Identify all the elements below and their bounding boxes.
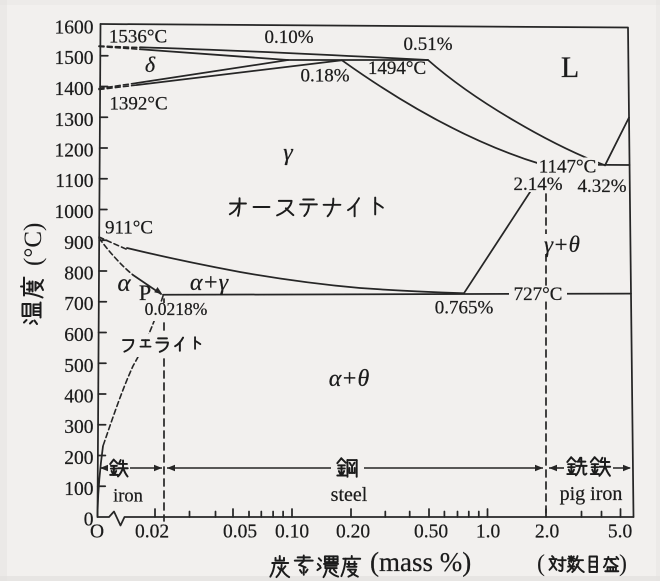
svg-text:400: 400 xyxy=(64,387,93,408)
svg-text:727°C: 727°C xyxy=(514,284,563,305)
svg-text:800: 800 xyxy=(64,264,93,285)
svg-text:1500: 1500 xyxy=(55,48,94,69)
svg-text:0.51%: 0.51% xyxy=(403,34,452,55)
svg-text:0: 0 xyxy=(84,510,94,531)
svg-text:0.05: 0.05 xyxy=(223,522,257,543)
svg-text:0.0218%: 0.0218% xyxy=(145,299,208,319)
svg-text:0.10%: 0.10% xyxy=(264,27,313,48)
svg-text:100: 100 xyxy=(64,479,93,500)
svg-text:γ: γ xyxy=(283,140,293,166)
svg-text:α+θ: α+θ xyxy=(329,366,370,392)
svg-text:0.10: 0.10 xyxy=(275,522,309,543)
svg-text:300: 300 xyxy=(64,417,93,438)
svg-text:1400: 1400 xyxy=(55,79,94,100)
svg-text:1392°C: 1392°C xyxy=(109,94,167,115)
svg-text:α+γ: α+γ xyxy=(190,270,229,296)
svg-text:0.50: 0.50 xyxy=(414,522,448,543)
svg-text:steel: steel xyxy=(331,484,368,506)
svg-text:1494°C: 1494°C xyxy=(368,58,426,79)
svg-text:P: P xyxy=(139,280,151,305)
svg-text:2.14%: 2.14% xyxy=(513,174,562,195)
svg-text:0.765%: 0.765% xyxy=(435,298,494,319)
svg-text:(mass %): (mass %) xyxy=(370,547,471,577)
svg-text:1300: 1300 xyxy=(55,110,94,131)
svg-text:(°C): (°C) xyxy=(20,223,47,266)
svg-text:0.18%: 0.18% xyxy=(300,66,349,87)
svg-text:900: 900 xyxy=(64,233,93,254)
svg-text:2.0: 2.0 xyxy=(535,522,559,543)
svg-text:γ+θ: γ+θ xyxy=(544,232,580,257)
svg-text:1536°C: 1536°C xyxy=(109,27,167,48)
svg-text:(: ( xyxy=(537,551,545,577)
svg-text:700: 700 xyxy=(64,294,93,315)
svg-text:1100: 1100 xyxy=(55,171,93,192)
svg-text:0.02: 0.02 xyxy=(135,522,169,543)
svg-text:1.0: 1.0 xyxy=(476,522,500,543)
svg-text:911°C: 911°C xyxy=(105,218,153,239)
svg-text:L: L xyxy=(561,51,579,84)
svg-text:α: α xyxy=(117,270,131,297)
svg-text:iron: iron xyxy=(113,487,143,507)
svg-text:1200: 1200 xyxy=(55,141,94,162)
svg-text:0.20: 0.20 xyxy=(336,522,370,543)
svg-text:600: 600 xyxy=(64,325,93,346)
svg-text:O: O xyxy=(90,522,104,543)
svg-text:500: 500 xyxy=(64,356,93,377)
svg-text:200: 200 xyxy=(64,448,93,469)
svg-text:δ: δ xyxy=(145,52,156,77)
svg-text:5.0: 5.0 xyxy=(608,522,632,543)
svg-text:1600: 1600 xyxy=(55,18,94,39)
svg-text:1000: 1000 xyxy=(55,202,94,223)
svg-text:1147°C: 1147°C xyxy=(539,157,597,178)
svg-text:): ) xyxy=(619,551,627,577)
svg-text:4.32%: 4.32% xyxy=(577,176,626,197)
svg-text:pig iron: pig iron xyxy=(560,483,623,505)
